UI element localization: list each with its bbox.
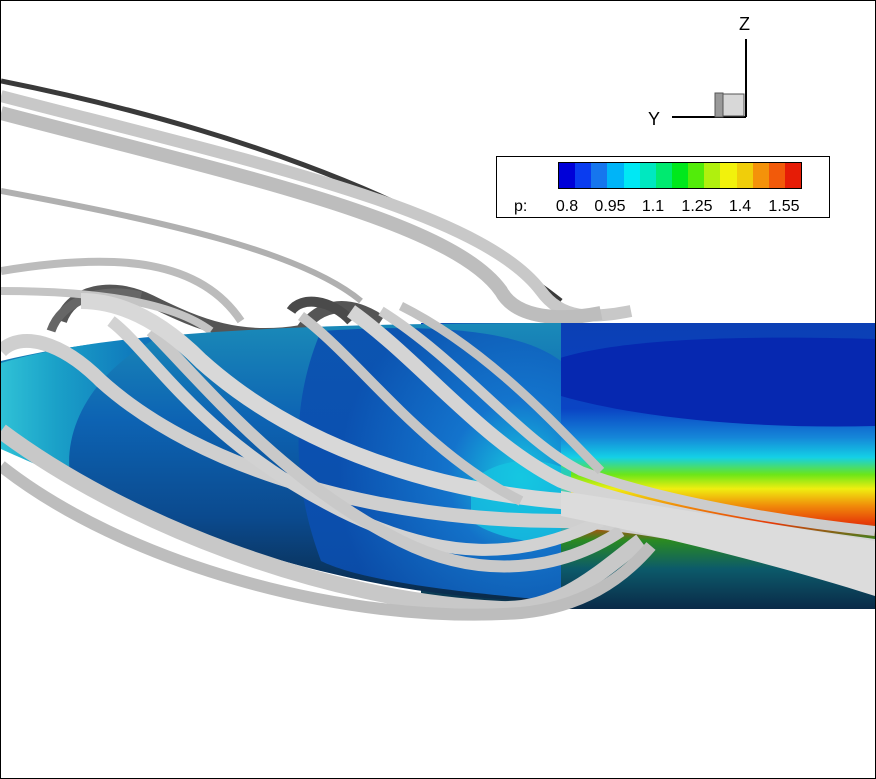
legend-swatch [655, 163, 672, 188]
legend-tick-label: 1.4 [728, 198, 752, 215]
legend-tick-label: 1.25 [681, 198, 713, 215]
streamline-ribbon [1, 461, 656, 621]
y-axis-label: Y [648, 109, 661, 129]
streamline-ribbon [1, 106, 603, 324]
legend-swatch [752, 163, 769, 188]
legend-swatch [607, 163, 624, 188]
legend-swatch [559, 163, 576, 188]
legend-swatch [704, 163, 721, 188]
legend-swatch [575, 163, 592, 188]
legend-swatch [639, 163, 656, 188]
pressure-legend[interactable]: p: 0.8 0.95 1.1 1.25 1.4 1.55 [496, 156, 830, 218]
legend-swatch [768, 163, 785, 188]
legend-tick-label: 0.8 [555, 198, 579, 215]
legend-swatch [736, 163, 753, 188]
legend-tick-label: 1.1 [641, 198, 665, 215]
z-axis-label: Z [739, 14, 750, 34]
streamline-ribbon [398, 301, 605, 475]
legend-swatch [591, 163, 608, 188]
legend-colorbar [558, 162, 802, 189]
streamline-ribbon [378, 306, 875, 536]
streamline-bundle [561, 491, 875, 596]
streamline-ribbon [1, 287, 214, 335]
streamline-ribbon [1, 257, 245, 324]
streamline-ribbon [1, 424, 646, 618]
legend-swatch [784, 163, 802, 188]
streamline-ribbon [297, 312, 524, 506]
axis-triad [672, 39, 747, 118]
legend-tick-label: 1.55 [768, 198, 800, 215]
streamline-ribbon [1, 188, 363, 304]
legend-swatch [671, 163, 689, 188]
legend-swatch [688, 163, 705, 188]
legend-swatch [623, 163, 640, 188]
axis-cube-side [714, 92, 724, 118]
legend-variable-label: p: [514, 198, 528, 215]
streamline-ribbon-dark [286, 296, 355, 325]
legend-tick-label: 0.95 [594, 198, 626, 215]
wake-dark-band [551, 337, 875, 427]
body-nose [1, 336, 161, 481]
legend-swatch [720, 163, 737, 188]
streamline-ribbon [146, 326, 625, 573]
